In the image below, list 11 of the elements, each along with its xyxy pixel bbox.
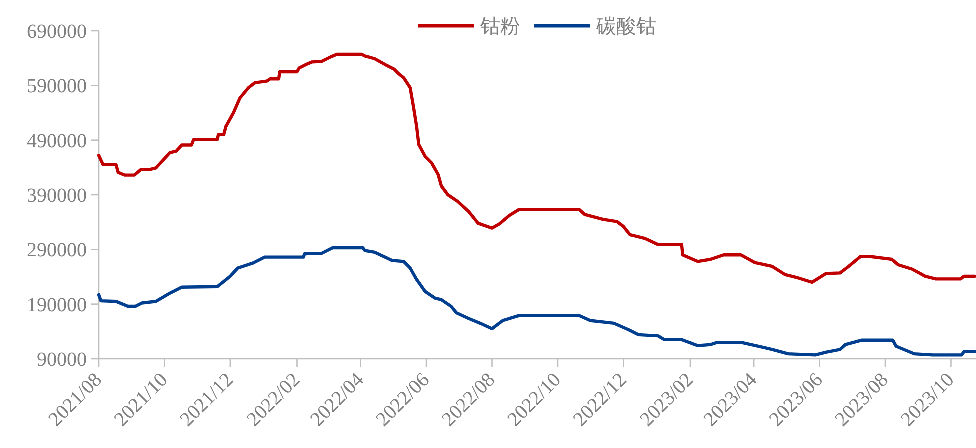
- line-series: [97, 246, 976, 357]
- legend-label: 钴粉: [480, 16, 520, 38]
- legend-label: 碳酸钴: [596, 16, 656, 38]
- line-series: [97, 52, 976, 284]
- y-tick-label: 90000: [37, 349, 87, 371]
- y-tick-label: 590000: [27, 76, 87, 98]
- y-tick-label: 190000: [27, 294, 87, 316]
- y-tick-label: 490000: [27, 130, 87, 152]
- y-tick-label: 390000: [27, 185, 87, 207]
- y-tick-label: 690000: [27, 21, 87, 43]
- y-tick-label: 290000: [27, 240, 87, 262]
